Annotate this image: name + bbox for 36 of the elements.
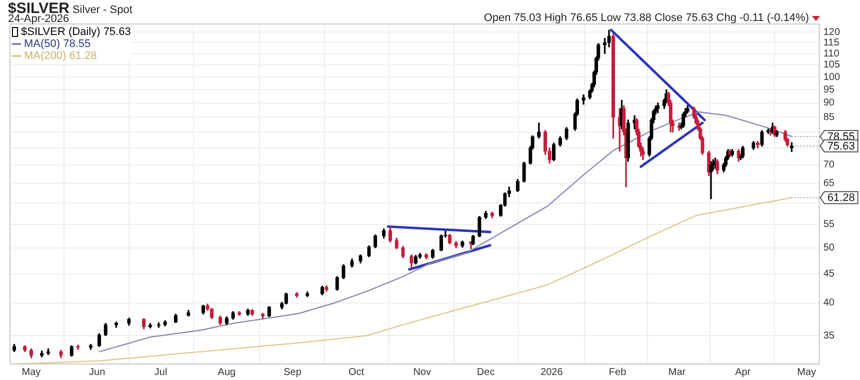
legend-label: MA(50) 78.55	[24, 38, 91, 50]
y-tick-label: 100	[823, 72, 840, 83]
y-tick-label: 105	[823, 60, 840, 71]
y-tick-label: 95	[823, 84, 835, 96]
annotation: 24-Apr-2026	[8, 13, 70, 25]
y-tick-label: 115	[823, 37, 840, 48]
y-tick-label: 45	[823, 268, 835, 280]
x-tick-label: Oct	[348, 366, 364, 378]
x-tick-label: 2026	[540, 366, 564, 378]
chart-subtitle: Silver - Spot	[72, 4, 132, 16]
x-tick-label: May	[22, 366, 41, 378]
annotation: 61.28	[827, 192, 855, 204]
x-tick-label: Aug	[218, 366, 236, 378]
x-tick-label: Sep	[284, 366, 302, 378]
y-tick-label: 90	[823, 98, 835, 109]
y-tick-label: 50	[823, 242, 835, 254]
y-tick-label: 40	[823, 298, 835, 309]
x-tick-label: Apr	[735, 366, 752, 378]
x-tick-label: Mar	[668, 366, 686, 378]
y-tick-label: 110	[823, 48, 840, 60]
y-tick-label: 120	[823, 26, 840, 38]
legend-label: $SILVER (Daily) 75.63	[21, 26, 131, 38]
annotation: 75.63	[827, 140, 855, 152]
y-tick-label: 55	[823, 219, 835, 230]
legend-label: MA(200) 61.28	[24, 50, 97, 62]
annotation: Open 75.03 High 76.65 Low 73.88 Close 75.63 Chg -0.11 (-0.14%)	[484, 12, 809, 24]
x-tick-label: Dec	[476, 366, 495, 378]
x-tick-label: Nov	[413, 366, 431, 378]
y-tick-label: 85	[823, 112, 835, 123]
x-tick-label: Jun	[89, 366, 106, 378]
x-tick-label: Jul	[154, 366, 168, 378]
y-tick-label: 35	[823, 330, 835, 342]
x-tick-label: Feb	[608, 366, 627, 378]
x-tick-label: May	[797, 366, 816, 378]
y-tick-label: 65	[823, 178, 835, 189]
y-tick-label: 70	[823, 160, 835, 171]
